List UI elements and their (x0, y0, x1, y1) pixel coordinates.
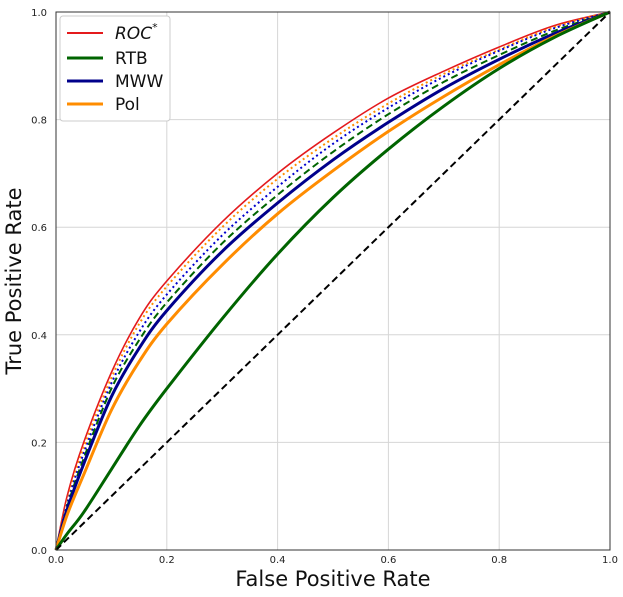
plot-frame (55, 11, 611, 551)
legend-label-rtb: RTB (115, 49, 148, 69)
y-tick-label: 0.8 (31, 116, 47, 127)
series-group (54, 10, 611, 551)
legend-label-pol: Pol (115, 95, 140, 115)
series-line-rtb (54, 10, 611, 551)
tick-labels: 0.0 0.2 0.4 0.6 0.8 1.0 0.0 0.2 0.4 0.6 0.8 1.0 (31, 8, 618, 566)
series-line-rtb-dashed (55, 11, 611, 551)
series-line-mww-dotted (55, 11, 611, 551)
x-tick-label: 1.0 (602, 555, 618, 566)
y-tick-label: 0.6 (31, 223, 47, 234)
legend-frame (59, 15, 171, 122)
x-tick-label: 0.0 (48, 555, 64, 566)
series-line-pol (54, 10, 611, 551)
legend: ROC* RTB MWW Pol (59, 15, 171, 122)
x-tick-label: 0.2 (159, 555, 175, 566)
y-tick-label: 0.0 (31, 546, 47, 557)
x-tick-label: 0.8 (491, 555, 507, 566)
x-tick-label: 0.4 (270, 555, 286, 566)
x-axis-label: False Positive Rate (235, 567, 430, 591)
x-tick-label: 0.6 (380, 555, 396, 566)
series-line-roc (55, 11, 611, 551)
series-line-chance (55, 11, 611, 551)
y-tick-label: 1.0 (31, 8, 47, 19)
y-tick-label: 0.2 (31, 438, 47, 449)
y-axis-label: True Positive Rate (2, 187, 26, 375)
y-tick-label: 0.4 (31, 331, 47, 342)
legend-label-roc: ROC* (115, 21, 158, 44)
series-line-mww (54, 10, 611, 551)
legend-label-mww: MWW (115, 72, 163, 92)
